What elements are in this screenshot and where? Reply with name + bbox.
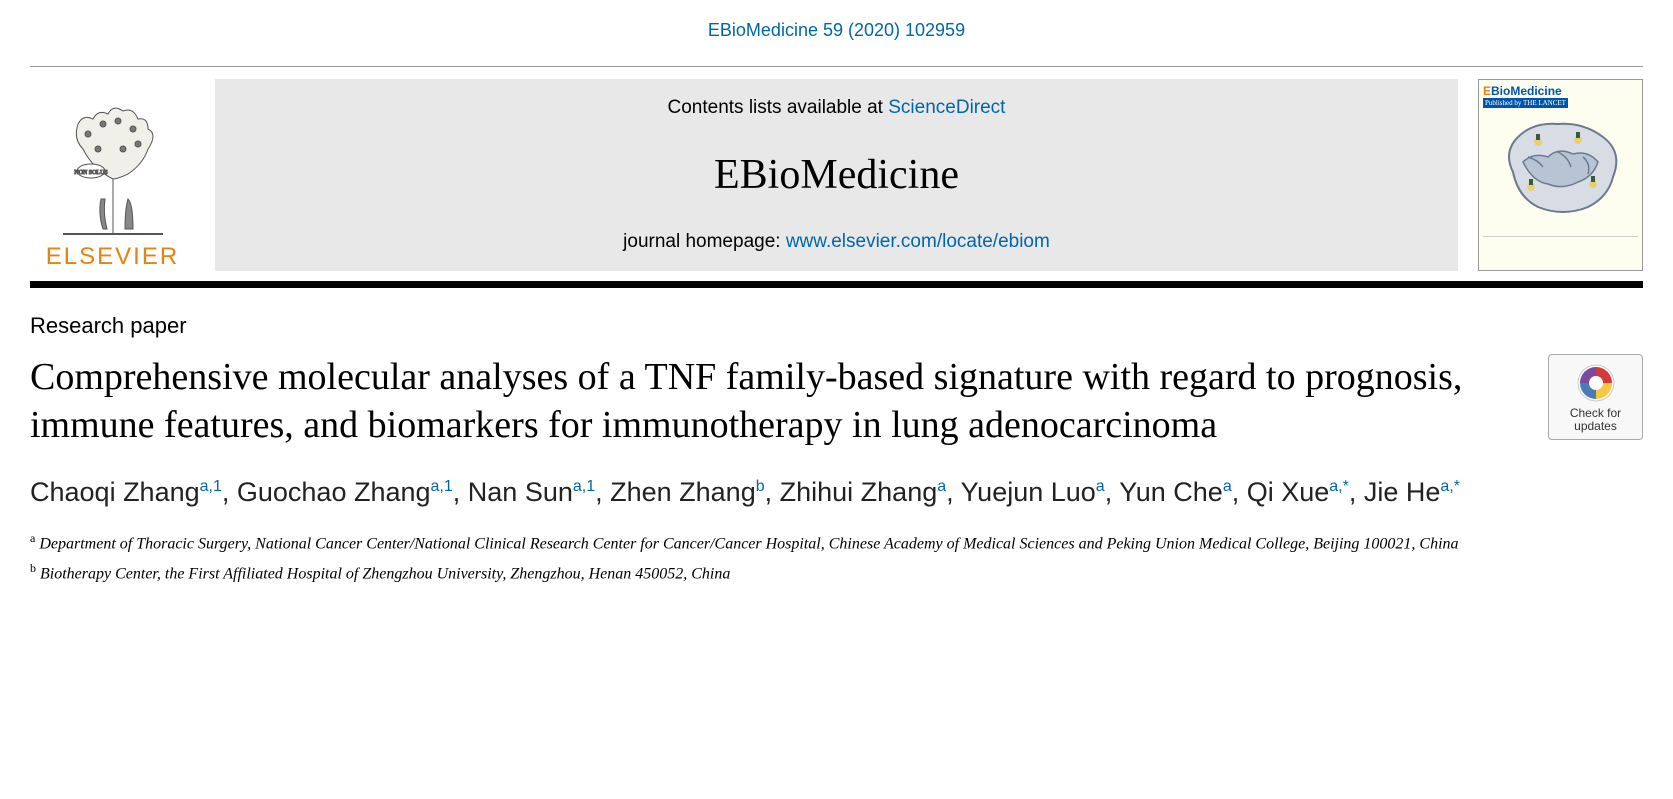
homepage-prefix: journal homepage: bbox=[623, 231, 786, 252]
affiliation-b-text: Biotherapy Center, the First Affiliated … bbox=[40, 565, 730, 582]
affiliation-a: a Department of Thoracic Surgery, Nation… bbox=[30, 530, 1643, 556]
article-type: Research paper bbox=[30, 313, 1643, 339]
crossmark-icon bbox=[1576, 363, 1616, 403]
journal-citation: EBioMedicine 59 (2020) 102959 bbox=[30, 20, 1643, 41]
cover-title-bio: BioMedicine bbox=[1491, 84, 1562, 98]
contents-prefix: Contents lists available at bbox=[668, 97, 889, 118]
elsevier-tree-icon: NON SOLUS bbox=[43, 99, 183, 239]
publisher-logo: NON SOLUS ELSEVIER bbox=[30, 79, 195, 271]
homepage-link[interactable]: www.elsevier.com/locate/ebiom bbox=[786, 231, 1050, 252]
journal-cover-thumbnail: EBioMedicine Published by THE LANCET bbox=[1478, 79, 1643, 271]
cover-title-e: E bbox=[1483, 84, 1491, 98]
homepage-line: journal homepage: www.elsevier.com/locat… bbox=[623, 231, 1050, 253]
journal-name: EBioMedicine bbox=[714, 151, 959, 199]
journal-header: NON SOLUS ELSEVIER Contents lists availa… bbox=[30, 66, 1643, 271]
article-title: Comprehensive molecular analyses of a TN… bbox=[30, 354, 1518, 449]
affiliation-b: b Biotherapy Center, the First Affiliate… bbox=[30, 560, 1643, 586]
author-list: Chaoqi Zhanga,1, Guochao Zhanga,1, Nan S… bbox=[30, 474, 1643, 512]
sciencedirect-link[interactable]: ScienceDirect bbox=[888, 97, 1005, 118]
svg-text:NON SOLUS: NON SOLUS bbox=[74, 170, 108, 176]
journal-banner: Contents lists available at ScienceDirec… bbox=[215, 79, 1458, 271]
crossmark-button[interactable]: Check for updates bbox=[1548, 354, 1643, 440]
cover-footer bbox=[1483, 236, 1638, 266]
cover-title: EBioMedicine bbox=[1483, 84, 1638, 98]
thick-rule bbox=[30, 281, 1643, 288]
cover-subtitle: Published by THE LANCET bbox=[1483, 98, 1568, 108]
crossmark-label: Check for updates bbox=[1553, 407, 1638, 433]
title-row: Comprehensive molecular analyses of a TN… bbox=[30, 354, 1643, 449]
publisher-name: ELSEVIER bbox=[46, 243, 179, 271]
affiliation-a-text: Department of Thoracic Surgery, National… bbox=[39, 535, 1458, 552]
cover-brain-illustration bbox=[1483, 112, 1638, 232]
contents-line: Contents lists available at ScienceDirec… bbox=[668, 97, 1006, 119]
